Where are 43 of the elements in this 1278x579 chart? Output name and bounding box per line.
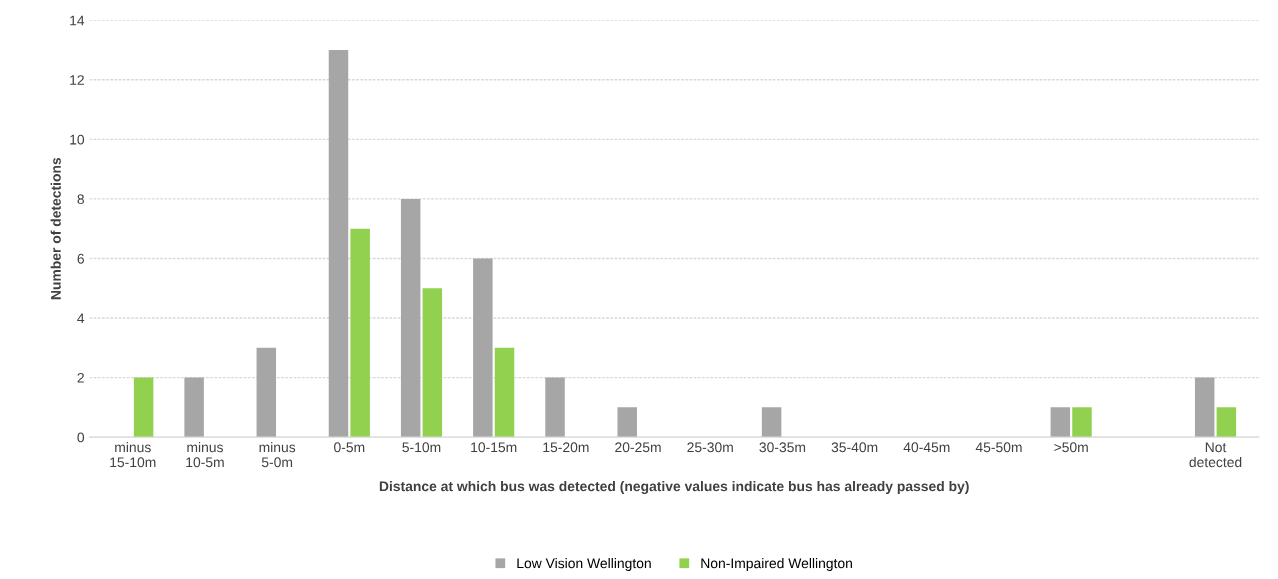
x-tick-label: minus 15-10m [110,442,156,468]
bar [350,228,370,438]
bar [256,347,277,438]
x-tick-label: 0-5m [334,442,365,453]
y-tick-label: 8 [77,194,84,205]
bar [1216,407,1237,438]
x-tick-label: minus 10-5m [186,442,224,468]
x-tick-label: 35-40m [831,442,878,453]
x-tick-label: >50m [1054,442,1088,453]
bar [400,198,421,438]
y-tick-label: 4 [77,313,85,324]
x-tick-label: 20-25m [615,442,661,453]
legend-label: Non-Impaired Wellington [701,558,852,571]
x-tick-label: 5-10m [402,442,441,453]
y-tick-label: 2 [77,372,84,383]
x-tick-label: 40-45m [903,442,950,453]
y-tick-label: 12 [70,75,84,85]
bar [422,288,443,438]
bar [184,377,204,438]
bar [1072,407,1092,438]
x-tick-label: 15-20m [543,442,589,453]
bar [545,377,565,438]
bar [1050,407,1071,438]
bar [494,347,515,438]
legend-label: Low Vision Wellington [517,558,651,571]
y-axis-title: Number of detections [50,157,61,300]
bar [328,50,349,438]
y-tick-label: 6 [77,253,84,264]
bar [133,377,154,438]
x-tick-label: 25-30m [687,442,733,453]
x-tick-label: 30-35m [759,442,806,453]
x-tick-label: Not detected [1189,442,1242,468]
x-axis-title: Distance at which bus was detected (negative values indicate bus has already passed by) [379,481,969,495]
x-tick-label: 45-50m [975,442,1022,453]
bar [617,407,637,438]
bar [1194,377,1215,438]
y-tick-label: 0 [77,432,85,443]
x-tick-label: 10-15m [471,442,517,453]
bar [761,407,782,438]
bar [473,258,493,438]
y-tick-label: 14 [70,15,85,26]
x-tick-label: minus 5-0m [259,442,296,468]
y-tick-label: 10 [70,134,85,145]
